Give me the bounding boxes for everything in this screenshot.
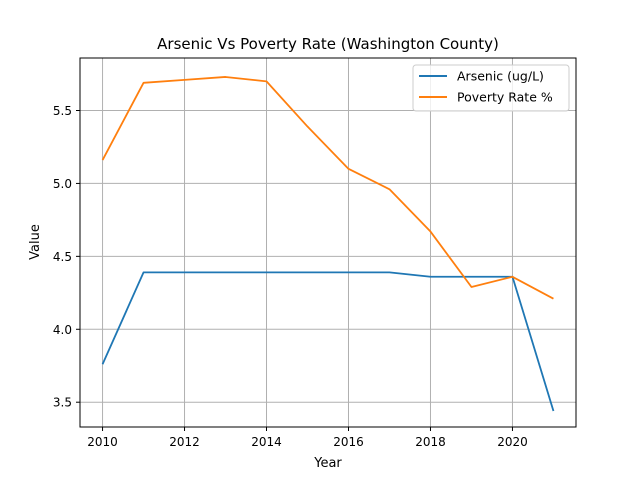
y-tick-label: 3.5 — [53, 396, 72, 410]
y-tick-label: 5.0 — [53, 177, 72, 191]
grid-lines — [80, 58, 576, 427]
legend-box — [412, 64, 570, 112]
series-line-1 — [101, 76, 554, 300]
y-tick-label: 4.0 — [53, 323, 72, 337]
series-lines — [101, 76, 555, 412]
y-axis-ticks: 3.5 4.0 4.5 5.0 5.5 — [53, 104, 80, 410]
legend: Arsenic (ug/L) Poverty Rate % — [412, 64, 570, 112]
x-tick-label: 2014 — [251, 435, 282, 449]
legend-label-poverty: Poverty Rate % — [457, 90, 553, 105]
plot-area-frame — [79, 57, 577, 428]
x-tick-label: 2020 — [497, 435, 528, 449]
x-tick-label: 2016 — [333, 435, 364, 449]
x-axis-ticks: 2010 2012 2014 2016 2018 2020 — [87, 427, 528, 449]
chart-title: Arsenic Vs Poverty Rate (Washington Coun… — [157, 35, 499, 53]
x-tick-label: 2010 — [87, 435, 118, 449]
y-tick-label: 4.5 — [53, 250, 72, 264]
x-axis-label: Year — [313, 456, 342, 471]
legend-label-arsenic: Arsenic (ug/L) — [457, 69, 544, 84]
y-axis-label: Value — [28, 224, 43, 260]
x-tick-label: 2012 — [169, 435, 200, 449]
x-tick-label: 2018 — [415, 435, 446, 449]
series-line-0 — [101, 271, 555, 412]
y-tick-label: 5.5 — [53, 104, 72, 118]
